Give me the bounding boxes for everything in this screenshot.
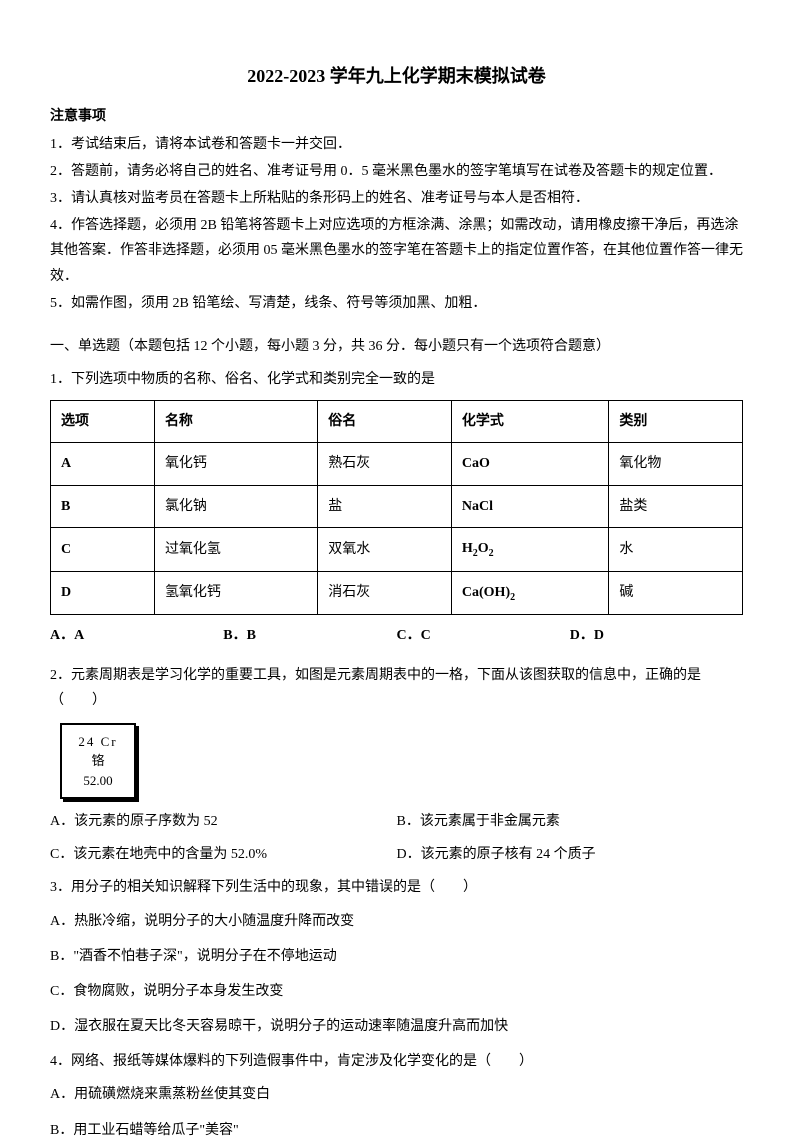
notice-item-2: 2．答题前，请务必将自己的姓名、准考证号用 0．5 毫米黑色墨水的签字笔填写在试… — [50, 159, 743, 184]
periodic-element-box: 24 Cr 铬 52.00 — [60, 723, 136, 799]
table-cell: 水 — [609, 527, 743, 571]
option-c: C．C — [397, 623, 570, 648]
table-cell: H2O2 — [451, 527, 608, 571]
notice-item-1: 1．考试结束后，请将本试卷和答题卡一并交回． — [50, 132, 743, 157]
table-cell: 消石灰 — [318, 571, 452, 615]
table-cell: 双氧水 — [318, 527, 452, 571]
option-b: B．B — [223, 623, 396, 648]
option-a: A．该元素的原子序数为 52 — [50, 809, 397, 834]
table-row: B 氯化钠 盐 NaCl 盐类 — [51, 485, 743, 527]
question-1-options: A．A B．B C．C D．D — [50, 623, 743, 648]
question-2-options-row1: A．该元素的原子序数为 52 B．该元素属于非金属元素 — [50, 809, 743, 834]
table-cell: CaO — [451, 443, 608, 485]
question-2-options-row2: C．该元素在地壳中的含量为 52.0% D．该元素的原子核有 24 个质子 — [50, 842, 743, 867]
option-b: B．该元素属于非金属元素 — [397, 809, 744, 834]
table-header: 名称 — [154, 401, 317, 443]
table-cell: 氯化钠 — [154, 485, 317, 527]
table-cell: 氧化物 — [609, 443, 743, 485]
table-cell: 熟石灰 — [318, 443, 452, 485]
option-a: A．用硫磺燃烧来熏蒸粉丝使其变白 — [50, 1082, 743, 1107]
option-b: B．用工业石蜡等给瓜子"美容" — [50, 1118, 743, 1143]
option-c: C．该元素在地壳中的含量为 52.0% — [50, 842, 397, 867]
table-cell: 氧化钙 — [154, 443, 317, 485]
element-number-symbol: 24 Cr — [78, 732, 117, 752]
notice-header: 注意事项 — [50, 104, 743, 129]
question-3-text: 3．用分子的相关知识解释下列生活中的现象，其中错误的是（ ） — [50, 875, 743, 900]
table-cell: 碱 — [609, 571, 743, 615]
table-cell: 过氧化氢 — [154, 527, 317, 571]
table-cell: D — [51, 571, 155, 615]
table-row: A 氧化钙 熟石灰 CaO 氧化物 — [51, 443, 743, 485]
option-b: B．"酒香不怕巷子深"，说明分子在不停地运动 — [50, 944, 743, 969]
question-1: 1．下列选项中物质的名称、俗名、化学式和类别完全一致的是 选项 名称 俗名 化学… — [50, 367, 743, 649]
question-2: 2．元素周期表是学习化学的重要工具，如图是元素周期表中的一格，下面从该图获取的信… — [50, 663, 743, 868]
table-header: 选项 — [51, 401, 155, 443]
table-row: C 过氧化氢 双氧水 H2O2 水 — [51, 527, 743, 571]
table-cell: NaCl — [451, 485, 608, 527]
table-row: D 氢氧化钙 消石灰 Ca(OH)2 碱 — [51, 571, 743, 615]
page-title: 2022-2023 学年九上化学期末模拟试卷 — [50, 60, 743, 92]
question-2-text: 2．元素周期表是学习化学的重要工具，如图是元素周期表中的一格，下面从该图获取的信… — [50, 663, 743, 713]
table-cell: A — [51, 443, 155, 485]
notice-item-3: 3．请认真核对监考员在答题卡上所粘贴的条形码上的姓名、准考证号与本人是否相符． — [50, 186, 743, 211]
element-mass: 52.00 — [83, 771, 112, 791]
table-header: 类别 — [609, 401, 743, 443]
notice-item-4: 4．作答选择题，必须用 2B 铅笔将答题卡上对应选项的方框涂满、涂黑；如需改动，… — [50, 213, 743, 289]
table-cell: C — [51, 527, 155, 571]
table-cell: B — [51, 485, 155, 527]
question-4-text: 4．网络、报纸等媒体爆料的下列造假事件中，肯定涉及化学变化的是（ ） — [50, 1049, 743, 1074]
table-cell: 氢氧化钙 — [154, 571, 317, 615]
option-c: C．食物腐败，说明分子本身发生改变 — [50, 979, 743, 1004]
table-cell: 盐类 — [609, 485, 743, 527]
question-4: 4．网络、报纸等媒体爆料的下列造假事件中，肯定涉及化学变化的是（ ） A．用硫磺… — [50, 1049, 743, 1143]
table-header: 俗名 — [318, 401, 452, 443]
question-1-text: 1．下列选项中物质的名称、俗名、化学式和类别完全一致的是 — [50, 367, 743, 392]
table-header: 化学式 — [451, 401, 608, 443]
table-cell: Ca(OH)2 — [451, 571, 608, 615]
table-cell: 盐 — [318, 485, 452, 527]
option-a: A．热胀冷缩，说明分子的大小随温度升降而改变 — [50, 909, 743, 934]
section-1-header: 一、单选题（本题包括 12 个小题，每小题 3 分，共 36 分．每小题只有一个… — [50, 334, 743, 359]
option-d: D．湿衣服在夏天比冬天容易晾干，说明分子的运动速率随温度升高而加快 — [50, 1014, 743, 1039]
notice-item-5: 5．如需作图，须用 2B 铅笔绘、写清楚，线条、符号等须加黑、加粗． — [50, 291, 743, 316]
option-d: D．该元素的原子核有 24 个质子 — [397, 842, 744, 867]
question-3: 3．用分子的相关知识解释下列生活中的现象，其中错误的是（ ） A．热胀冷缩，说明… — [50, 875, 743, 1039]
element-name: 铬 — [91, 751, 104, 771]
option-d: D．D — [570, 623, 743, 648]
question-1-table: 选项 名称 俗名 化学式 类别 A 氧化钙 熟石灰 CaO 氧化物 B 氯化钠 … — [50, 400, 743, 615]
table-header-row: 选项 名称 俗名 化学式 类别 — [51, 401, 743, 443]
option-a: A．A — [50, 623, 223, 648]
